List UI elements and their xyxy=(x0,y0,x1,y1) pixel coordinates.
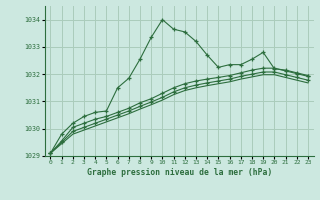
X-axis label: Graphe pression niveau de la mer (hPa): Graphe pression niveau de la mer (hPa) xyxy=(87,168,272,177)
